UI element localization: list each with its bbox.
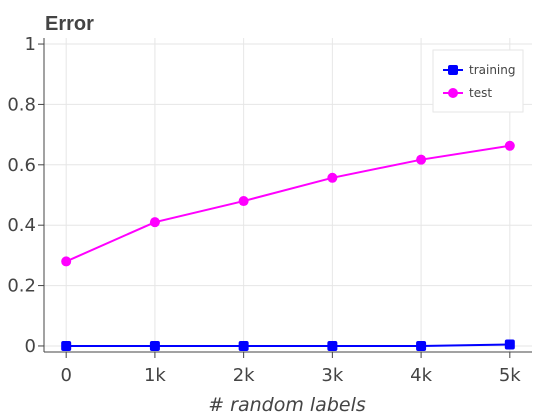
training-point: [61, 340, 72, 351]
x-tick-label: 5k: [499, 365, 521, 386]
test-point: [61, 256, 72, 267]
y-tick-label: 0.4: [7, 215, 36, 236]
x-tick-label: 0: [60, 365, 71, 386]
y-tick-label: 0.2: [7, 276, 36, 297]
legend: training test: [432, 49, 524, 113]
training-legend-label: training: [469, 63, 516, 77]
y-tick-label: 1: [25, 34, 36, 55]
training-point: [504, 339, 515, 350]
x-tick-label: 1k: [144, 365, 166, 386]
x-tick-label: 4k: [410, 365, 432, 386]
y-tick-label: 0.6: [7, 155, 36, 176]
tick-labels: 0 0.2 0.4 0.6 0.8 1 0 1k 2k 3k 4k 5k: [7, 34, 521, 386]
test-series-line: [65, 144, 510, 263]
training-legend-marker: [448, 65, 458, 75]
test-point: [238, 196, 249, 207]
training-point: [327, 340, 338, 351]
training-series-line: [66, 343, 510, 347]
series: [61, 140, 515, 351]
test-legend-marker: [448, 88, 458, 98]
test-point: [504, 140, 515, 151]
axes: [38, 38, 532, 358]
y-tick-label: 0: [25, 336, 36, 357]
x-tick-label: 2k: [233, 365, 255, 386]
test-point: [416, 154, 427, 165]
y-tick-label: 0.8: [7, 94, 36, 115]
test-point: [327, 172, 338, 183]
x-axis-label: # random labels: [208, 394, 366, 416]
training-point: [416, 340, 427, 351]
chart-title: Error: [45, 13, 94, 35]
training-point: [238, 340, 249, 351]
test-point: [149, 217, 160, 228]
x-tick-label: 3k: [321, 365, 343, 386]
legend-box: [432, 49, 524, 113]
training-point: [149, 340, 160, 351]
test-legend-label: test: [469, 86, 492, 100]
